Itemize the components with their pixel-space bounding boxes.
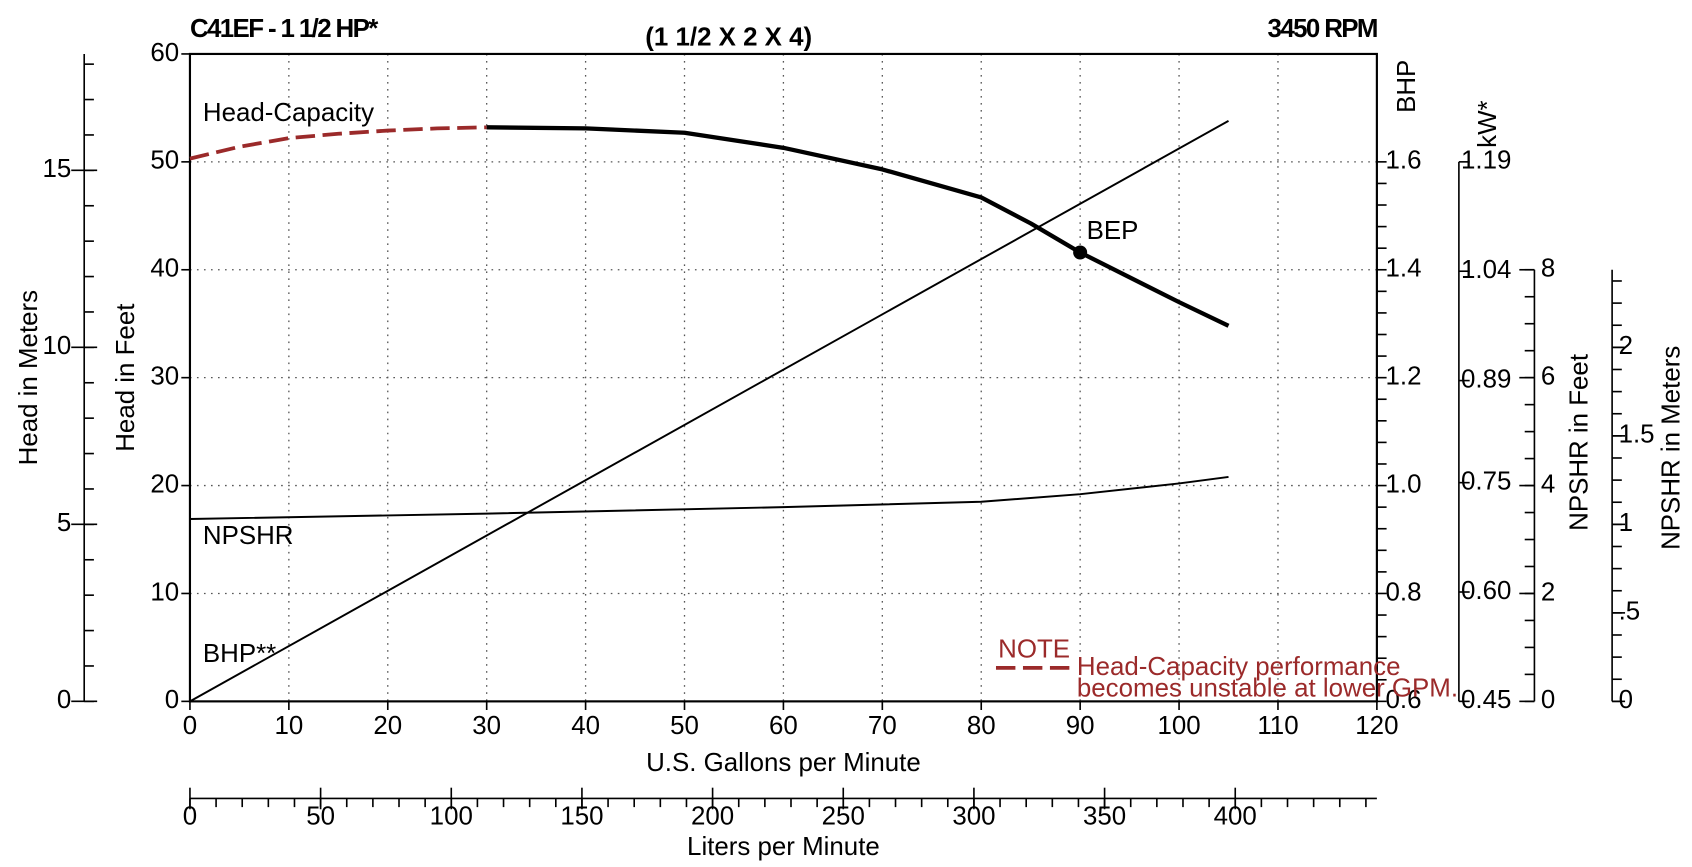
kw-axis-title: kW* xyxy=(1474,100,1502,147)
bhp-axis-tick-label: 1.2 xyxy=(1386,363,1422,391)
x-tick-label: 30 xyxy=(472,712,501,740)
chart-title: C41EF - 1 1/2 HP* xyxy=(190,15,379,43)
bhp-axis-tick-label: 1.0 xyxy=(1386,470,1422,498)
series-line xyxy=(189,120,1229,703)
x2-tick-label: 0 xyxy=(183,803,197,831)
bep-label: BEP xyxy=(1087,217,1139,245)
series-line xyxy=(189,475,1229,520)
npshr-feet-axis-tick-label: 0 xyxy=(1541,686,1555,714)
x2-tick-label: 150 xyxy=(560,803,603,831)
x-tick-label: 120 xyxy=(1355,712,1398,740)
note-title: NOTE xyxy=(998,635,1070,663)
x-tick-label: 70 xyxy=(868,712,897,740)
x-tick-label: 110 xyxy=(1257,712,1298,740)
npshr-feet-axis-title: NPSHR in Feet xyxy=(1566,354,1594,531)
y-axis-title: Head in Feet xyxy=(112,304,140,452)
x2-tick-label: 300 xyxy=(952,803,995,831)
x-tick-label: 80 xyxy=(967,712,996,740)
x-tick-label: 40 xyxy=(571,712,600,740)
x2-tick-label: 400 xyxy=(1214,803,1257,831)
x2-axis-title: Liters per Minute xyxy=(687,833,880,861)
x-tick-label: 90 xyxy=(1066,712,1095,740)
x-tick-label: 10 xyxy=(274,712,303,740)
x2-tick-label: 250 xyxy=(822,803,865,831)
y-tick-label: 60 xyxy=(150,39,179,67)
npshr-meters-axis-tick-label: 0 xyxy=(1619,686,1633,714)
y-tick-label: 0 xyxy=(165,686,179,714)
note-text: becomes unstable at lower GPM. xyxy=(1077,674,1458,702)
npshr-meters-axis-tick-label: 1 xyxy=(1619,509,1633,537)
kw-axis-tick-label: 0.60 xyxy=(1461,577,1511,605)
meters-axis-title: Head in Meters xyxy=(15,290,43,465)
bep-point xyxy=(1073,245,1088,260)
bhp-axis-title: BHP xyxy=(1393,60,1421,113)
y-tick-label: 50 xyxy=(150,147,179,175)
bhp-axis-tick-label: 0.6 xyxy=(1386,686,1422,714)
series-label: NPSHR xyxy=(203,522,294,550)
x2-tick-label: 200 xyxy=(691,803,734,831)
x-tick-label: 20 xyxy=(373,712,402,740)
y-tick-label: 20 xyxy=(150,470,179,498)
series-line xyxy=(486,125,1230,328)
x2-tick-label: 100 xyxy=(430,803,473,831)
bhp-axis-tick-label: 1.6 xyxy=(1386,147,1422,175)
x-axis-title: U.S. Gallons per Minute xyxy=(646,749,921,777)
npshr-meters-axis-title: NPSHR in Meters xyxy=(1657,346,1685,550)
y-tick-label: 30 xyxy=(150,363,179,391)
kw-axis-tick-label: 1.04 xyxy=(1461,256,1511,284)
meters-axis-tick-label: 0 xyxy=(57,686,71,714)
x-tick-label: 50 xyxy=(670,712,699,740)
bhp-axis-tick-label: 0.8 xyxy=(1386,578,1422,606)
series-label: BHP** xyxy=(203,640,276,668)
series-line xyxy=(189,125,487,161)
y-tick-label: 10 xyxy=(150,578,179,606)
meters-axis-tick-label: 15 xyxy=(42,155,71,183)
x-tick-label: 100 xyxy=(1157,712,1200,740)
npshr-feet-axis-tick-label: 4 xyxy=(1541,470,1555,498)
kw-axis-tick-label: 1.19 xyxy=(1461,147,1511,175)
npshr-feet-axis-tick-label: 6 xyxy=(1541,363,1555,391)
kw-axis-tick-label: 0.45 xyxy=(1461,686,1511,714)
meters-axis-tick-label: 5 xyxy=(57,509,71,537)
x-tick-label: 0 xyxy=(183,712,197,740)
chart-subtitle: (1 1/2 X 2 X 4) xyxy=(645,24,812,52)
npshr-feet-axis-tick-label: 2 xyxy=(1541,578,1555,606)
npshr-feet-axis-tick-label: 8 xyxy=(1541,255,1555,283)
npshr-meters-axis-tick-label: .5 xyxy=(1619,598,1641,626)
series-label: Head-Capacity xyxy=(203,99,374,127)
meters-axis-tick-label: 10 xyxy=(42,332,71,360)
kw-axis-tick-label: 0.75 xyxy=(1461,467,1511,495)
npshr-meters-axis-tick-label: 1.5 xyxy=(1619,421,1655,449)
x2-tick-label: 350 xyxy=(1083,803,1126,831)
kw-axis-tick-label: 0.89 xyxy=(1461,365,1511,393)
note-text: Head-Capacity performance xyxy=(1077,653,1401,681)
y-tick-label: 40 xyxy=(150,255,179,283)
bhp-axis-tick-label: 1.4 xyxy=(1386,255,1422,283)
speed: 3450 RPM xyxy=(1268,15,1377,43)
npshr-meters-axis-tick-label: 2 xyxy=(1619,332,1633,360)
x-tick-label: 60 xyxy=(769,712,798,740)
x2-tick-label: 50 xyxy=(306,803,335,831)
